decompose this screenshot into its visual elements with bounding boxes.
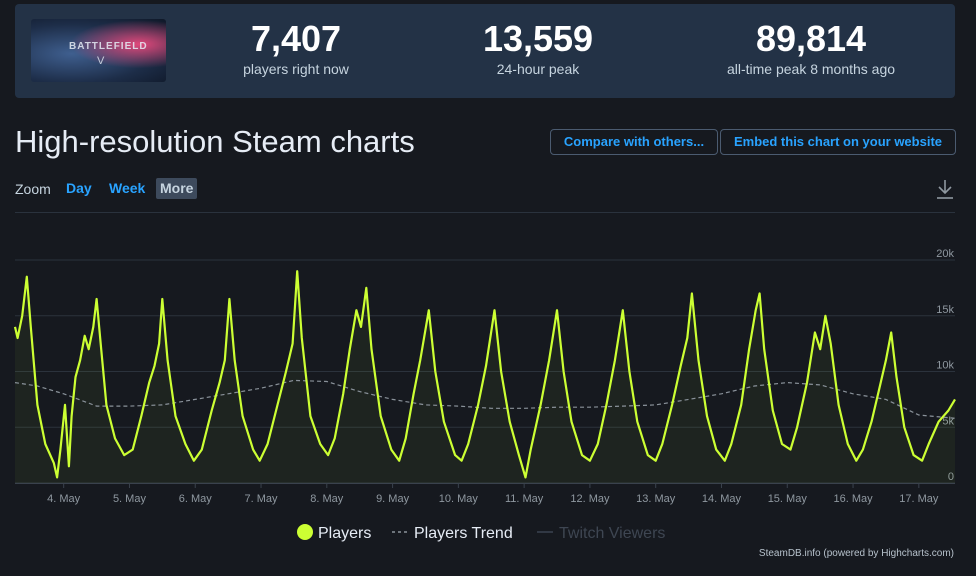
- legend-players-label: Players: [318, 525, 371, 542]
- divider: [15, 212, 955, 213]
- x-tick-label: 16. May: [833, 493, 873, 505]
- y-tick-label: 20k: [936, 248, 954, 260]
- x-tick-label: 8. May: [310, 493, 344, 505]
- zoom-day-button[interactable]: Day: [66, 180, 92, 196]
- y-tick-label: 15k: [936, 304, 954, 316]
- chart-credit[interactable]: SteamDB.info (powered by Highcharts.com): [758, 548, 954, 559]
- stat-all-time-peak: 89,814 all-time peak 8 months ago: [711, 18, 911, 78]
- x-tick-label: 13. May: [636, 493, 676, 505]
- download-icon[interactable]: [934, 177, 956, 201]
- legend-twitch-label: Twitch Viewers: [559, 525, 665, 542]
- stat-players-now: 7,407 players right now: [196, 18, 396, 78]
- game-thumbnail[interactable]: BATTLEFIELD V: [31, 19, 166, 82]
- x-tick-label: 10. May: [439, 493, 479, 505]
- players-line: [13, 270, 956, 479]
- x-tick-label: 15. May: [768, 493, 808, 505]
- stat-24h-peak: 13,559 24-hour peak: [438, 18, 638, 78]
- game-logo-text: BATTLEFIELD: [69, 41, 148, 52]
- x-tick-label: 17. May: [899, 493, 939, 505]
- legend-trend-label: Players Trend: [414, 525, 513, 542]
- x-tick-label: 7. May: [245, 493, 279, 505]
- y-tick-label: 10k: [936, 360, 954, 372]
- x-tick-label: 14. May: [702, 493, 742, 505]
- zoom-more-button[interactable]: More: [156, 178, 198, 199]
- compare-button[interactable]: Compare with others...: [550, 129, 718, 155]
- game-logo-numeral: V: [97, 55, 105, 67]
- page-title: High-resolution Steam charts: [15, 124, 415, 159]
- stat-label: 24-hour peak: [496, 61, 580, 77]
- x-tick-label: 12. May: [570, 493, 610, 505]
- stat-label: players right now: [243, 61, 349, 77]
- zoom-label: Zoom: [15, 181, 51, 197]
- zoom-week-button[interactable]: Week: [109, 180, 146, 196]
- x-tick-label: 9. May: [376, 493, 410, 505]
- stat-label: all-time peak 8 months ago: [726, 61, 896, 77]
- legend-players-marker: [297, 524, 313, 540]
- x-tick-label: 4. May: [47, 493, 81, 505]
- embed-chart-button[interactable]: Embed this chart on your website: [720, 129, 956, 155]
- stats-bar: BATTLEFIELD V 7,407 players right now 13…: [15, 4, 955, 98]
- stat-value: 13,559: [482, 18, 594, 59]
- x-tick-label: 6. May: [179, 493, 213, 505]
- y-tick-label: 0: [948, 471, 954, 483]
- x-tick-label: 11. May: [505, 493, 544, 505]
- stat-value: 89,814: [755, 18, 867, 59]
- players-area: [15, 271, 955, 483]
- x-tick-label: 5. May: [113, 493, 147, 505]
- stat-value: 7,407: [250, 18, 342, 59]
